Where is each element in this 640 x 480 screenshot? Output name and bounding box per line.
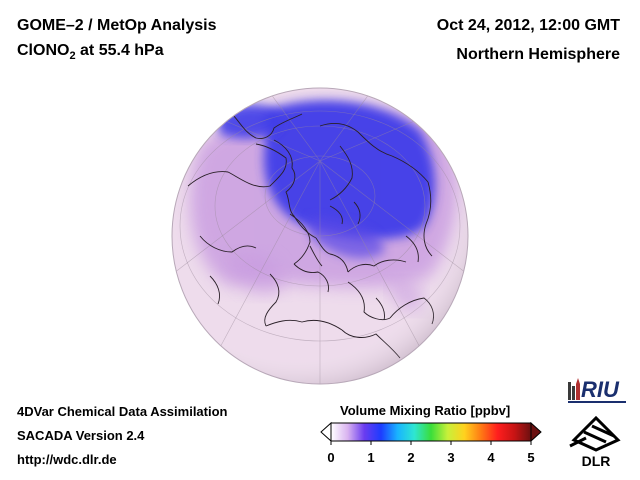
globe-rim (171, 87, 469, 385)
colorbar-title: Volume Mixing Ratio [ppbv] (340, 403, 511, 418)
riu-logo-bar-1 (568, 382, 571, 400)
colorbar-tick-label: 2 (407, 450, 414, 465)
globe-shading (172, 88, 468, 384)
footer-url[interactable]: http://wdc.dlr.de (17, 452, 117, 467)
analysis-date: Oct 24, 2012, 12:00 GMT (436, 17, 620, 34)
footer-method: 4DVar Chemical Data Assimilation (17, 404, 228, 419)
colorbar-left-arrow (320, 421, 332, 443)
species-subscript: 2 (69, 50, 76, 62)
hemisphere-label: Northern Hemisphere (456, 46, 620, 63)
species-name: ClONO (17, 42, 70, 59)
colorbar-tick-label: 1 (367, 450, 374, 465)
colorbar-tick-label: 0 (327, 450, 334, 465)
colorbar: 0 1 2 3 4 5 (320, 421, 542, 465)
dlr-logo: DLR (569, 415, 621, 468)
colorbar-tick-label: 3 (447, 450, 454, 465)
polar-globe-map (171, 87, 469, 385)
species-level-title: ClONO2 at 55.4 hPa (17, 42, 164, 62)
riu-logo-text: RIU (581, 377, 620, 402)
riu-logo-underline (568, 401, 626, 403)
riu-logo-tower (576, 378, 580, 400)
colorbar-tick-label: 5 (527, 450, 534, 465)
dlr-logo-text: DLR (582, 453, 611, 468)
riu-logo-bar-2 (572, 386, 575, 400)
map-title: GOME–2 / MetOp Analysis (17, 17, 217, 34)
footer-version: SACADA Version 2.4 (17, 428, 145, 443)
pressure-level: at 55.4 hPa (75, 42, 164, 59)
riu-logo: RIU (568, 377, 626, 403)
dlr-logo-symbol (569, 415, 621, 452)
colorbar-right-arrow (530, 421, 542, 443)
colorbar-gradient (330, 422, 532, 442)
colorbar-tick-label: 4 (487, 450, 495, 465)
